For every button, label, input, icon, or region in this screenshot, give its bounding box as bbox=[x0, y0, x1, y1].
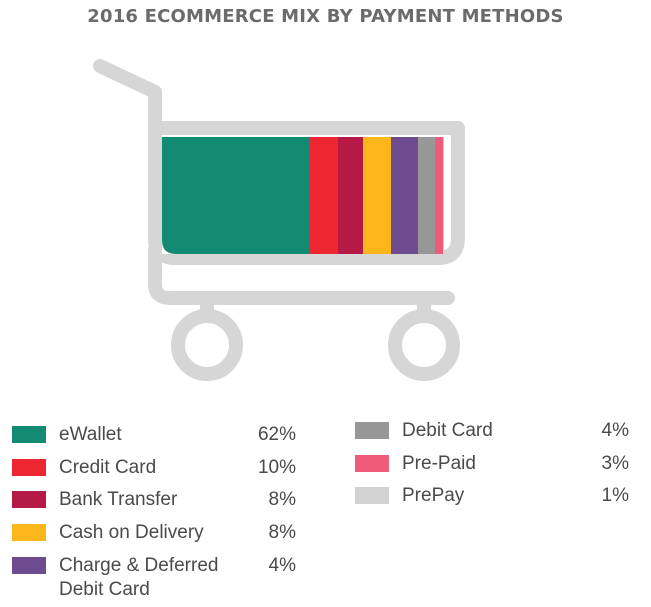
bar-segment-6 bbox=[418, 137, 435, 254]
legend-swatch bbox=[355, 455, 389, 472]
bar-segment-4 bbox=[363, 137, 391, 254]
legend-value: 8% bbox=[268, 489, 296, 510]
bar-corner bbox=[162, 240, 176, 254]
legend-value: 10% bbox=[257, 457, 296, 478]
bar-segment-2 bbox=[310, 137, 338, 254]
legend-value: 62% bbox=[257, 424, 296, 445]
legend-label: Debit Card bbox=[402, 420, 493, 441]
legend-label: PrePay bbox=[402, 485, 465, 506]
legend-swatch bbox=[12, 524, 46, 541]
bar-segment-1 bbox=[162, 137, 310, 254]
bar-segment-7 bbox=[435, 137, 443, 254]
legend-value: 3% bbox=[601, 453, 629, 474]
legend-label: Cash on Delivery bbox=[59, 522, 204, 543]
legend-label: Bank Transfer bbox=[59, 489, 178, 510]
legend-label: Credit Card bbox=[59, 457, 157, 478]
cart-wheel-right bbox=[388, 309, 460, 381]
legend-value: 4% bbox=[601, 420, 629, 441]
legend-label: eWallet bbox=[59, 424, 122, 445]
legend-swatch bbox=[12, 426, 46, 443]
legend-label: Debit Card bbox=[59, 579, 150, 600]
chart-title: 2016 ECOMMERCE MIX BY PAYMENT METHODS bbox=[87, 6, 564, 27]
legend-value: 4% bbox=[268, 555, 296, 576]
legend-value: 8% bbox=[268, 522, 296, 543]
legend-swatch bbox=[12, 459, 46, 476]
cart-icon bbox=[93, 59, 465, 381]
legend-swatch bbox=[12, 557, 46, 574]
stacked-bar bbox=[162, 137, 444, 254]
legend-label: Charge & Deferred bbox=[59, 555, 219, 576]
legend-value: 1% bbox=[601, 485, 629, 506]
bar-segment-3 bbox=[338, 137, 363, 254]
bar-segment-5 bbox=[391, 137, 418, 254]
legend-swatch bbox=[355, 422, 389, 439]
cart-handle bbox=[93, 59, 162, 135]
cart-wheel-left bbox=[171, 309, 243, 381]
bar-segment-8 bbox=[443, 137, 444, 254]
legend-label: Pre-Paid bbox=[402, 453, 476, 474]
legend-swatch bbox=[12, 491, 46, 508]
cart-frame bbox=[148, 243, 455, 305]
legend-swatch bbox=[355, 487, 389, 504]
